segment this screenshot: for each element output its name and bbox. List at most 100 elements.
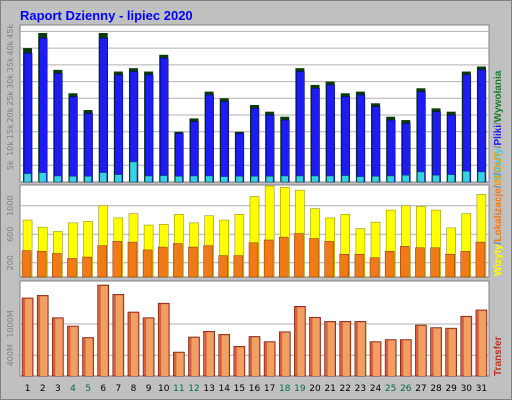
pages-bar <box>84 176 92 183</box>
day-label: 20 <box>309 384 321 394</box>
pages-bar <box>311 175 319 183</box>
day-label: 16 <box>249 384 261 394</box>
sites-bar <box>142 249 153 278</box>
sites-bar <box>294 233 304 278</box>
sites-bar <box>324 241 334 278</box>
day-label: 14 <box>219 384 231 394</box>
sites-bar <box>445 253 455 278</box>
files-bar <box>477 69 487 183</box>
day-label: 28 <box>430 384 442 394</box>
transfer-bar-highlight <box>221 335 229 376</box>
files-bar <box>311 88 320 183</box>
files-bar <box>250 108 260 183</box>
transfer-bar-highlight <box>327 322 335 376</box>
pages-bar <box>356 176 365 183</box>
pages-bar <box>402 175 410 183</box>
transfer-legend: Transfer <box>493 336 504 376</box>
day-label: 30 <box>461 384 473 394</box>
sites-bar <box>21 250 32 278</box>
legend-entry: Lokalizacje <box>493 188 504 242</box>
visits-legend: Wizyty/Lokalizacje/IN/OUT <box>493 152 504 276</box>
pages-bar <box>371 176 380 183</box>
sites-bar <box>218 255 228 278</box>
y-tick-label: 600 <box>6 227 15 242</box>
pages-bar <box>477 171 486 183</box>
y-tick-label: 20k <box>6 107 15 122</box>
sites-bar <box>157 246 168 278</box>
pages-bar <box>159 175 168 183</box>
day-label: 26 <box>400 384 412 394</box>
day-label: 24 <box>370 384 382 394</box>
transfer-bar-highlight <box>312 318 320 376</box>
pages-bar <box>175 176 183 183</box>
day-label: 15 <box>234 384 245 394</box>
files-bar <box>296 71 305 183</box>
sites-bar <box>475 241 486 278</box>
files-bar <box>54 72 63 183</box>
legend-entry: Wizyty <box>493 244 504 276</box>
sites-bar <box>248 242 259 278</box>
files-bar <box>38 37 48 183</box>
pages-bar <box>386 175 395 183</box>
pages-bar <box>265 176 274 183</box>
day-label: 8 <box>131 384 137 394</box>
day-label: 29 <box>445 384 457 394</box>
files-bar <box>84 113 93 183</box>
pages-bar <box>69 176 77 183</box>
sites-bar <box>460 251 471 278</box>
y-tick-label: 400M <box>6 344 15 366</box>
sites-bar <box>127 241 138 278</box>
transfer-bar-highlight <box>25 299 33 376</box>
files-bar <box>447 114 456 183</box>
transfer-bar-highlight <box>55 318 63 376</box>
hits-legend: Strony/Pliki/Wywołania <box>493 70 504 180</box>
files-bar <box>341 96 351 183</box>
files-bar <box>402 123 411 183</box>
sites-bar <box>339 253 350 278</box>
transfer-bar-highlight <box>433 328 441 376</box>
transfer-bar-highlight <box>161 304 169 376</box>
transfer-bar-highlight <box>206 332 214 376</box>
transfer-bar-highlight <box>130 313 138 376</box>
pages-bar <box>432 175 440 183</box>
pages-bar <box>447 174 455 183</box>
sites-bar <box>279 236 289 278</box>
legend-entry: Strony <box>493 148 504 180</box>
legend-entry: Pliki <box>493 125 504 146</box>
transfer-bar-highlight <box>282 332 290 376</box>
transfer-bar-highlight <box>115 295 123 376</box>
sites-bar <box>400 246 410 278</box>
day-label: 6 <box>100 384 106 394</box>
pages-bar <box>54 175 62 183</box>
hits-grid <box>20 30 489 166</box>
day-label: 25 <box>385 384 396 394</box>
day-label: 31 <box>476 384 487 394</box>
day-label: 2 <box>40 384 46 394</box>
day-label: 12 <box>188 384 199 394</box>
y-tick-label: 35k <box>6 57 15 72</box>
legend-separator: / <box>493 145 504 148</box>
pages-bar <box>326 175 334 183</box>
transfer-bar-highlight <box>403 340 411 376</box>
y-tick-label: 25k <box>6 91 15 106</box>
files-bar <box>235 133 245 183</box>
day-label: 13 <box>203 384 214 394</box>
files-bar <box>159 57 169 183</box>
legend-separator: / <box>493 122 504 125</box>
transfer-bar-highlight <box>448 329 456 376</box>
legend-entry: Transfer <box>493 336 504 376</box>
y-tick-label: 15k <box>6 124 15 139</box>
transfer-bar-highlight <box>357 322 365 376</box>
transfer-bar-highlight <box>267 342 275 376</box>
files-bar <box>69 96 78 183</box>
day-labels: 1 2 3 4 5 6 7 8 9 10 11 12 13 14 15 16 17 18 19 20 21 22 23 24 2… <box>25 384 487 394</box>
sites-bar <box>233 255 244 278</box>
pages-bar <box>296 175 304 183</box>
pages-bar <box>129 161 138 183</box>
sites-bar <box>369 257 380 278</box>
day-label: 1 <box>25 384 31 394</box>
transfer-bar-highlight <box>70 327 78 376</box>
files-bar <box>462 74 472 183</box>
pages-bar <box>205 175 213 183</box>
